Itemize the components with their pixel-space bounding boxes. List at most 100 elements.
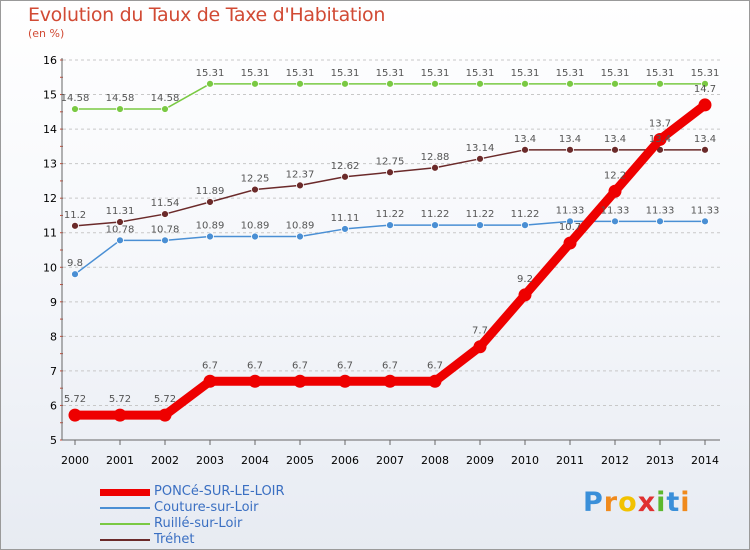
data-label: 9.8 bbox=[67, 258, 83, 269]
data-label: 10.78 bbox=[106, 224, 135, 235]
data-point bbox=[116, 218, 124, 226]
data-label: 11.2 bbox=[64, 210, 86, 221]
data-point bbox=[611, 145, 619, 154]
x-tick-label: 2009 bbox=[466, 454, 494, 467]
data-label: 10.78 bbox=[151, 224, 180, 235]
logo-letter: r bbox=[603, 487, 619, 518]
data-label: 11.31 bbox=[106, 206, 135, 217]
logo-letter: t bbox=[666, 487, 681, 518]
y-tick-label: 5 bbox=[50, 434, 57, 447]
data-point bbox=[113, 408, 127, 422]
data-point bbox=[296, 79, 304, 88]
data-point bbox=[386, 221, 394, 230]
legend-swatch bbox=[100, 523, 150, 525]
data-point bbox=[248, 374, 262, 388]
data-point bbox=[158, 408, 172, 422]
legend-swatch bbox=[100, 539, 150, 541]
data-label: 15.31 bbox=[646, 68, 675, 79]
data-label: 10.89 bbox=[286, 221, 315, 232]
data-point bbox=[161, 210, 169, 218]
data-label: 13.4 bbox=[694, 134, 716, 145]
data-label: 11.22 bbox=[421, 209, 450, 220]
data-label: 5.72 bbox=[64, 394, 86, 405]
data-point bbox=[206, 232, 214, 241]
data-point bbox=[608, 184, 622, 198]
y-tick-label: 13 bbox=[43, 158, 57, 171]
x-tick-label: 2001 bbox=[106, 454, 134, 467]
data-point bbox=[656, 217, 664, 226]
data-point bbox=[611, 217, 619, 226]
data-label: 7.7 bbox=[472, 326, 488, 337]
data-label: 15.31 bbox=[196, 68, 225, 79]
data-label: 12.37 bbox=[286, 169, 315, 180]
data-label: 13.7 bbox=[649, 118, 671, 129]
data-point bbox=[386, 79, 394, 88]
data-label: 6.7 bbox=[292, 360, 308, 371]
data-point bbox=[701, 145, 709, 154]
data-point bbox=[116, 105, 124, 113]
x-tick-label: 2011 bbox=[556, 454, 584, 467]
logo-letter: i bbox=[680, 487, 691, 518]
chart-subtitle: (en %) bbox=[28, 27, 65, 40]
x-tick-label: 2002 bbox=[151, 454, 179, 467]
data-point bbox=[473, 340, 487, 354]
data-point bbox=[566, 217, 574, 226]
y-tick-label: 9 bbox=[50, 296, 57, 309]
y-tick-label: 16 bbox=[43, 54, 57, 67]
x-tick-label: 2004 bbox=[241, 454, 269, 467]
data-point bbox=[251, 185, 259, 194]
data-point bbox=[293, 374, 307, 388]
data-label: 6.7 bbox=[247, 360, 263, 371]
legend-item-couture[interactable]: Couture-sur-Loir bbox=[100, 500, 360, 516]
legend-item-ruille[interactable]: Ruillé-sur-Loir bbox=[100, 516, 360, 532]
y-tick-label: 11 bbox=[43, 227, 57, 240]
y-tick-label: 7 bbox=[50, 365, 57, 378]
data-label: 6.7 bbox=[427, 360, 443, 371]
data-point bbox=[431, 221, 439, 230]
data-point bbox=[386, 168, 394, 177]
logo-letter: i bbox=[656, 487, 667, 518]
y-tick-label: 14 bbox=[43, 123, 57, 136]
data-label: 11.54 bbox=[151, 198, 180, 209]
y-tick-label: 15 bbox=[43, 89, 57, 102]
legend-item-trehet[interactable]: Tréhet bbox=[100, 532, 360, 548]
data-label: 11.33 bbox=[691, 205, 720, 216]
data-point bbox=[68, 408, 82, 422]
legend-item-ponce[interactable]: PONCé-SUR-LE-LOIR bbox=[100, 484, 360, 500]
data-label-layer: 5.72 5.72 5.72 6.7 6.7 6.7 6.7 6.7 6.7 7.7 9.2 10.7… bbox=[61, 68, 720, 405]
logo-letter: x bbox=[637, 487, 657, 518]
axis-layer: 5 6 7 8 9 10 11 12 13 14 15 16 2000 2001 2002 2003 2004 2… bbox=[43, 54, 720, 467]
x-tick-label: 2006 bbox=[331, 454, 359, 467]
data-point bbox=[251, 79, 259, 88]
data-label: 10.7 bbox=[559, 222, 581, 233]
data-point bbox=[476, 79, 484, 88]
data-label: 15.31 bbox=[331, 68, 360, 79]
data-label: 15.31 bbox=[241, 68, 270, 79]
data-label: 11.22 bbox=[376, 209, 405, 220]
data-label: 11.33 bbox=[556, 205, 585, 216]
series-layer bbox=[68, 79, 712, 422]
x-tick-label: 2008 bbox=[421, 454, 449, 467]
data-point bbox=[161, 236, 169, 245]
chart-title: Evolution du Taux de Taxe d'Habitation bbox=[28, 4, 386, 26]
data-point bbox=[476, 221, 484, 230]
data-label: 13.4 bbox=[514, 134, 536, 145]
data-label: 15.31 bbox=[601, 68, 630, 79]
data-point bbox=[428, 374, 442, 388]
data-label: 15.31 bbox=[466, 68, 495, 79]
y-tick-label: 12 bbox=[43, 192, 57, 205]
data-label: 11.22 bbox=[511, 209, 540, 220]
data-point bbox=[563, 236, 577, 250]
data-label: 6.7 bbox=[382, 360, 398, 371]
data-label: 12.75 bbox=[376, 156, 405, 167]
data-point bbox=[71, 105, 79, 113]
data-point bbox=[701, 79, 709, 88]
data-label: 10.89 bbox=[196, 221, 225, 232]
x-tick-label: 2000 bbox=[61, 454, 89, 467]
data-point bbox=[161, 105, 169, 113]
data-label: 15.31 bbox=[556, 68, 585, 79]
data-label: 15.31 bbox=[691, 68, 720, 79]
data-label: 5.72 bbox=[109, 394, 131, 405]
data-point bbox=[338, 374, 352, 388]
